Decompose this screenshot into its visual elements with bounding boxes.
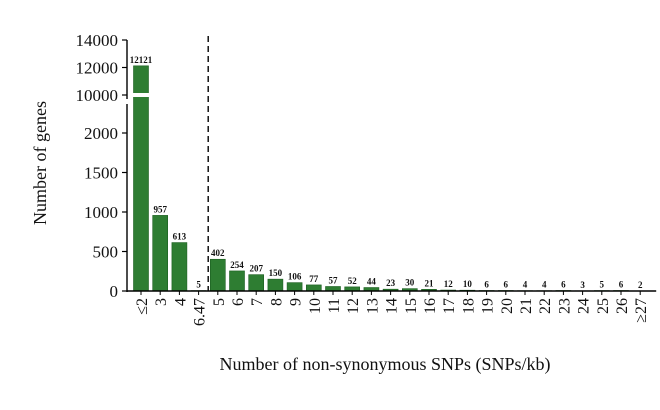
- bar-value-label: 2: [638, 280, 643, 290]
- x-tick-label: 24: [576, 298, 593, 314]
- bar: [230, 271, 245, 291]
- x-tick-label: 25: [595, 298, 612, 314]
- x-tick-label: ≥27: [633, 298, 650, 323]
- x-tick-label: 12: [345, 298, 362, 314]
- x-tick-label: 4: [172, 298, 189, 306]
- bar-value-label: 6: [561, 280, 566, 290]
- y-axis-title: Number of genes: [30, 101, 50, 225]
- x-tick-label: 11: [326, 298, 343, 313]
- bar-value-label: 3: [580, 280, 585, 290]
- bar-value-label: 6: [619, 280, 624, 290]
- bar-value-label: 207: [249, 264, 263, 274]
- bar: [134, 66, 149, 291]
- bar-value-label: 6: [504, 280, 509, 290]
- y-tick-label: 10000: [76, 86, 119, 105]
- x-tick-label: 15: [403, 298, 420, 314]
- x-tick-label: 21: [518, 298, 535, 314]
- x-tick-label: 20: [499, 298, 516, 314]
- x-tick-label: 5: [211, 298, 228, 306]
- bar-value-label: 10: [463, 279, 473, 289]
- bar-value-label: 12121: [130, 55, 153, 65]
- bar-value-label: 4: [523, 280, 528, 290]
- bar: [172, 243, 187, 291]
- y-tick-label: 2000: [84, 124, 118, 143]
- x-tick-label: 10: [307, 298, 324, 314]
- bar-value-label: 12: [444, 279, 454, 289]
- x-tick-label: 6.47: [192, 298, 209, 326]
- bar-value-label: 6: [484, 280, 489, 290]
- bar-value-label: 254: [230, 260, 244, 270]
- bar-value-label: 4: [542, 280, 547, 290]
- bar-value-label: 957: [153, 204, 167, 214]
- bar-break-gap: [133, 93, 150, 97]
- bar: [153, 215, 168, 291]
- y-axis-break: [124, 99, 130, 104]
- x-tick-label: 18: [460, 298, 477, 314]
- x-tick-label: 17: [441, 298, 458, 314]
- bar: [287, 283, 302, 291]
- x-tick-label: 7: [249, 298, 266, 306]
- bar-value-label: 44: [367, 277, 377, 287]
- x-tick-label: 16: [422, 298, 439, 314]
- bar: [268, 279, 283, 291]
- y-axis: 0 500 1000 1500 2000 10000 12000 14000: [76, 31, 131, 301]
- x-tick-label: 14: [384, 298, 401, 314]
- bar-value-label: 402: [211, 248, 225, 258]
- x-tick-label: 3: [153, 298, 170, 306]
- y-tick-label: 12000: [76, 59, 119, 78]
- bar-value-label: 150: [269, 268, 283, 278]
- x-tick-label: 19: [480, 298, 497, 314]
- y-tick-label: 0: [110, 282, 119, 301]
- x-tick-label: 23: [556, 298, 573, 314]
- bar-value-label: 5: [600, 280, 605, 290]
- x-tick-label: 9: [288, 298, 305, 306]
- x-tick-label: 22: [537, 298, 554, 314]
- x-tick-label: 26: [614, 298, 631, 314]
- bar-value-label: 5: [196, 280, 201, 290]
- y-tick-label: 14000: [76, 31, 119, 50]
- bar-value-label: 57: [329, 275, 339, 285]
- x-tick-label: 6: [230, 298, 247, 306]
- x-tick-label: ≤2: [134, 298, 151, 315]
- x-axis-title: Number of non-synonymous SNPs (SNPs/kb): [219, 354, 550, 375]
- bar-value-label: 23: [386, 278, 396, 288]
- bar: [210, 259, 225, 291]
- bar-value-label: 30: [405, 278, 415, 288]
- y-tick-label: 1500: [84, 164, 118, 183]
- bar: [306, 285, 321, 291]
- x-tick-label: 13: [364, 298, 381, 314]
- bar-value-label: 77: [309, 274, 319, 284]
- bar-value-label: 52: [348, 276, 358, 286]
- bar-value-label: 21: [425, 278, 435, 288]
- bar: [249, 275, 264, 291]
- y-tick-label: 500: [93, 243, 119, 262]
- x-tick-label: 8: [268, 298, 285, 306]
- y-tick-label: 1000: [84, 203, 118, 222]
- bar-value-label: 613: [173, 232, 187, 242]
- bar-value-label: 106: [288, 272, 302, 282]
